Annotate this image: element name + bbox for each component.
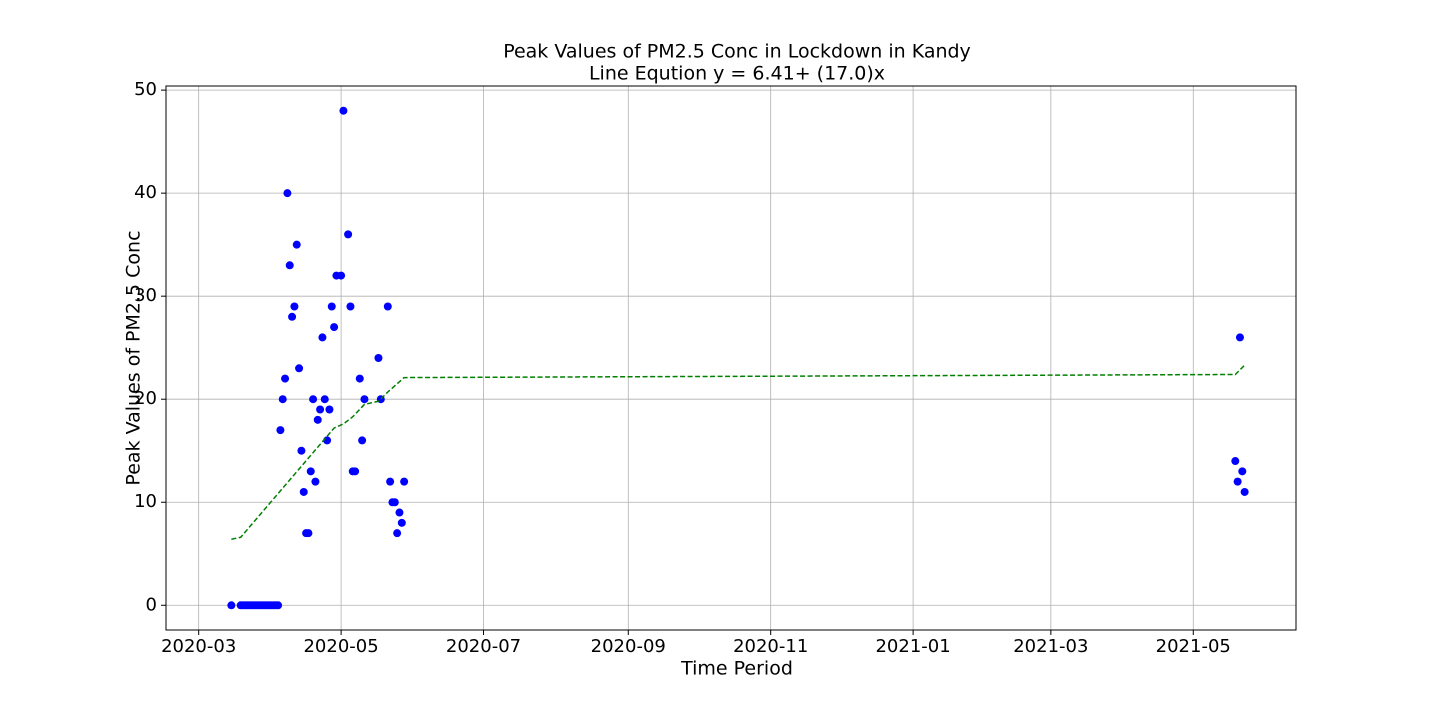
x-tick-label: 2020-11 [733, 636, 808, 657]
scatter-point [318, 333, 327, 342]
scatter-point [290, 302, 299, 311]
scatter-point [1231, 457, 1240, 466]
scatter-point [1238, 467, 1247, 476]
scatter-point [327, 302, 336, 311]
scatter-point [227, 601, 236, 610]
chart-subtitle: Line Eqution y = 6.41+ (17.0)x [589, 63, 885, 85]
chart-title: Peak Values of PM2.5 Conc in Lockdown in… [503, 41, 971, 63]
scatter-point [344, 230, 353, 239]
scatter-point [351, 467, 360, 476]
scatter-point [295, 364, 304, 373]
scatter-point [358, 436, 367, 445]
scatter-point [1240, 487, 1249, 496]
scatter-point [390, 498, 399, 507]
scatter-point [288, 312, 297, 321]
scatter-point [397, 518, 406, 527]
y-tick-label: 0 [146, 594, 157, 615]
axes-frame [165, 85, 1297, 631]
scatter-point [386, 477, 395, 486]
scatter-point [278, 395, 287, 404]
scatter-point [1235, 333, 1244, 342]
x-tick-label: 2020-05 [303, 636, 378, 657]
scatter-point [393, 529, 402, 538]
x-tick-label: 2020-03 [161, 636, 236, 657]
x-tick-label: 2021-05 [1156, 636, 1231, 657]
scatter-point [320, 395, 329, 404]
scatter-point [297, 446, 306, 455]
x-tick-label: 2021-03 [1013, 636, 1088, 657]
scatter-point [360, 395, 369, 404]
scatter-point [306, 467, 315, 476]
scatter-point [276, 426, 285, 435]
scatter-point [274, 601, 283, 610]
scatter-point [400, 477, 409, 486]
scatter-point [355, 374, 364, 383]
grid: 0 10 20 30 40 50 2020-03 2020-05 2020-07 2020-09 2… [134, 79, 1296, 657]
y-axis-label: Peak Values of PM2.5 Conc [123, 230, 145, 485]
scatter-point [316, 405, 325, 414]
scatter-point [383, 302, 392, 311]
x-tick-label: 2020-09 [591, 636, 666, 657]
scatter-point [325, 405, 334, 414]
y-tick-label: 10 [134, 491, 157, 512]
scatter-point [330, 323, 339, 332]
y-tick-label: 30 [134, 285, 157, 306]
trend-line [231, 364, 1246, 540]
scatter-point [309, 395, 318, 404]
y-tick-label: 20 [134, 388, 157, 409]
scatter-point [292, 240, 301, 249]
scatter-point [281, 374, 290, 383]
y-tick-label: 50 [134, 79, 157, 100]
scatter-point [1233, 477, 1242, 486]
scatter-point [395, 508, 404, 517]
x-axis-label: Time Period [680, 658, 793, 680]
y-tick-label: 40 [134, 182, 157, 203]
scatter-point [346, 302, 355, 311]
scatter-point [299, 487, 308, 496]
scatter-point [311, 477, 320, 486]
x-tick-label: 2020-07 [446, 636, 521, 657]
x-tick-label: 2021-01 [875, 636, 950, 657]
scatter-point [374, 354, 383, 362]
scatter-point [313, 415, 322, 424]
scatter-point [283, 189, 292, 198]
scatter-point [304, 529, 313, 538]
plot-area [227, 106, 1249, 610]
scatter-point [339, 106, 348, 115]
scatter-point [337, 271, 346, 280]
scatter-point [285, 261, 294, 270]
